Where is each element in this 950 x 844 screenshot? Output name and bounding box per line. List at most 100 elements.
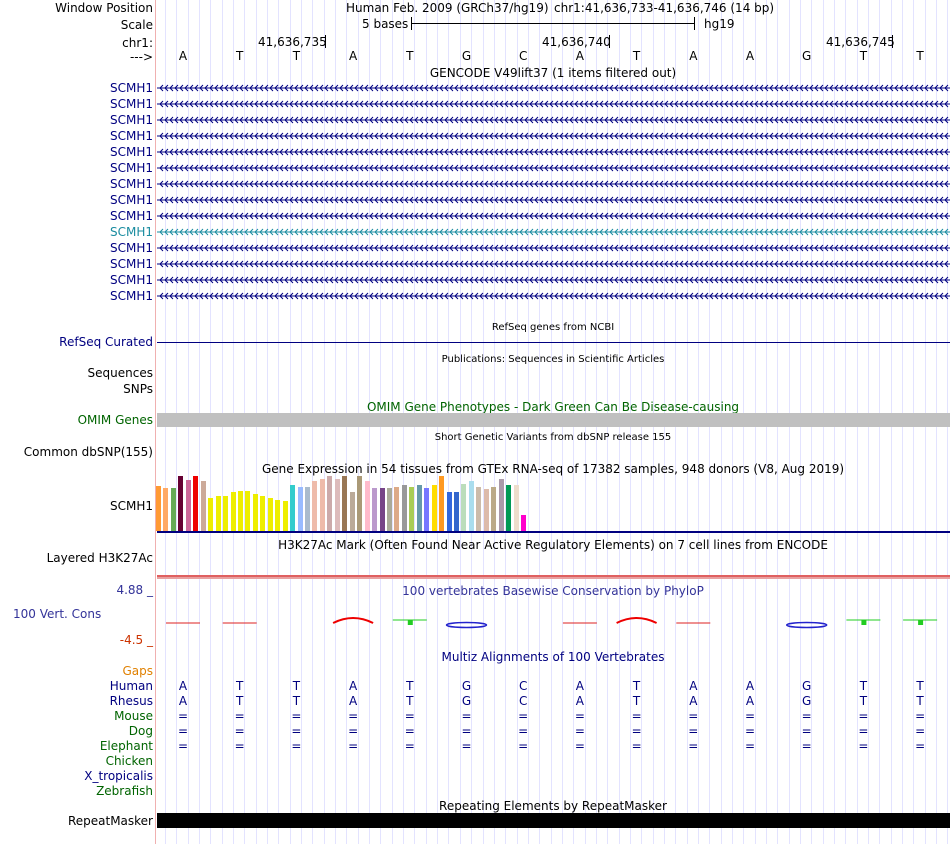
- omim-label[interactable]: OMIM Genes: [77, 413, 153, 427]
- gtex-tissue-bar[interactable]: [267, 498, 273, 531]
- phylop-score-mark[interactable]: [407, 620, 413, 625]
- gencode-transcript-label[interactable]: SCMH1: [109, 193, 153, 207]
- gtex-tissue-bar[interactable]: [439, 476, 445, 531]
- gtex-tissue-bar[interactable]: [349, 492, 355, 531]
- repeatmasker-label[interactable]: RepeatMasker: [67, 814, 153, 828]
- gtex-tissue-bar[interactable]: [245, 491, 251, 531]
- gencode-transcript[interactable]: [157, 162, 950, 174]
- gtex-tissue-bar[interactable]: [290, 485, 296, 531]
- multiz-track-title[interactable]: Multiz Alignments of 100 Vertebrates: [441, 650, 665, 664]
- gtex-tissue-bar[interactable]: [446, 492, 452, 531]
- phylop-negative-score[interactable]: [785, 621, 828, 629]
- gencode-transcript[interactable]: [157, 274, 950, 286]
- gtex-tissue-bar[interactable]: [252, 494, 258, 531]
- gencode-transcript-label[interactable]: SCMH1: [109, 177, 153, 191]
- publications-track-title[interactable]: Publications: Sequences in Scientific Ar…: [441, 354, 665, 365]
- dbsnp-label[interactable]: Common dbSNP(155): [23, 445, 153, 459]
- gencode-transcript-label[interactable]: SCMH1: [109, 225, 153, 239]
- gtex-tissue-bar[interactable]: [237, 491, 243, 531]
- multiz-species-label[interactable]: Elephant: [99, 739, 153, 753]
- gtex-tissue-bar[interactable]: [297, 487, 303, 531]
- gencode-transcript[interactable]: [157, 130, 950, 142]
- gtex-tissue-bar[interactable]: [379, 488, 385, 531]
- gtex-tissue-bar[interactable]: [357, 476, 363, 531]
- gtex-tissue-bar[interactable]: [401, 485, 407, 531]
- multiz-species-label[interactable]: Human: [109, 679, 153, 693]
- repeatmasker-bar[interactable]: [157, 813, 950, 828]
- gtex-tissue-bar[interactable]: [275, 500, 281, 531]
- gencode-transcript[interactable]: [157, 258, 950, 270]
- multiz-species-label[interactable]: Rhesus: [109, 694, 153, 708]
- gencode-transcript-label[interactable]: SCMH1: [109, 145, 153, 159]
- gencode-transcript-label[interactable]: SCMH1: [109, 273, 153, 287]
- gencode-transcript-label[interactable]: SCMH1: [109, 97, 153, 111]
- gtex-tissue-bar[interactable]: [468, 481, 474, 531]
- gtex-tissue-bar[interactable]: [327, 476, 333, 531]
- phylop-score-mark[interactable]: [861, 620, 867, 625]
- gtex-tissue-bar[interactable]: [305, 487, 310, 531]
- phylop-plot[interactable]: [156, 603, 950, 643]
- gtex-tissue-bar[interactable]: [230, 492, 236, 531]
- gtex-tissue-bar[interactable]: [454, 492, 459, 531]
- gencode-transcript-label[interactable]: SCMH1: [109, 81, 153, 95]
- phylop-track-title[interactable]: 100 vertebrates Basewise Conservation by…: [402, 584, 704, 598]
- refseq-label[interactable]: RefSeq Curated: [59, 335, 153, 349]
- gtex-tissue-bar[interactable]: [215, 496, 221, 531]
- dbsnp-track-title[interactable]: Short Genetic Variants from dbSNP releas…: [434, 432, 672, 443]
- gtex-tissue-bar[interactable]: [431, 485, 437, 531]
- gtex-tissue-bar[interactable]: [386, 488, 392, 531]
- phylop-negative-score[interactable]: [445, 621, 488, 629]
- gtex-track-title[interactable]: Gene Expression in 54 tissues from GTEx …: [261, 462, 845, 476]
- gencode-transcript[interactable]: [157, 178, 950, 190]
- phylop-score-mark[interactable]: [918, 620, 924, 625]
- gencode-transcript[interactable]: [157, 226, 950, 238]
- gtex-tissue-bar[interactable]: [260, 496, 266, 531]
- gencode-transcript[interactable]: [157, 82, 950, 94]
- gencode-transcript[interactable]: [157, 290, 950, 302]
- gtex-tissue-bar[interactable]: [506, 485, 512, 531]
- gtex-tissue-bar[interactable]: [193, 476, 199, 531]
- multiz-species-label[interactable]: Mouse: [114, 709, 153, 723]
- phylop-peak[interactable]: [332, 617, 374, 624]
- gencode-transcript[interactable]: [157, 194, 950, 206]
- gtex-tissue-bar[interactable]: [394, 487, 400, 531]
- gtex-tissue-bar[interactable]: [319, 479, 325, 531]
- gtex-tissue-bar[interactable]: [282, 501, 288, 531]
- omim-gene-bar[interactable]: [157, 413, 950, 427]
- gtex-tissue-bar[interactable]: [416, 485, 422, 531]
- gtex-tissue-bar[interactable]: [372, 488, 378, 531]
- gtex-tissue-bar[interactable]: [521, 515, 527, 531]
- gtex-tissue-bar[interactable]: [312, 481, 318, 531]
- phylop-peak[interactable]: [616, 617, 658, 624]
- refseq-gene-line[interactable]: [157, 342, 950, 343]
- gtex-tissue-bar[interactable]: [334, 479, 340, 531]
- multiz-species-label[interactable]: Chicken: [105, 754, 153, 768]
- gencode-transcript-label[interactable]: SCMH1: [109, 289, 153, 303]
- gencode-transcript[interactable]: [157, 210, 950, 222]
- publications-sequences-label[interactable]: Sequences: [87, 366, 153, 380]
- gtex-tissue-bar[interactable]: [163, 488, 169, 531]
- gtex-tissue-bar[interactable]: [342, 476, 348, 531]
- gencode-transcript[interactable]: [157, 98, 950, 110]
- gtex-tissue-bar[interactable]: [424, 488, 430, 531]
- gtex-tissue-bar[interactable]: [178, 476, 184, 531]
- gtex-tissue-bar[interactable]: [461, 484, 467, 531]
- gtex-tissue-bar[interactable]: [364, 481, 370, 531]
- multiz-gaps-label[interactable]: Gaps: [122, 664, 153, 678]
- gencode-transcript[interactable]: [157, 146, 950, 158]
- h3k27ac-label[interactable]: Layered H3K27Ac: [46, 551, 153, 565]
- gtex-tissue-bar[interactable]: [491, 487, 497, 531]
- gtex-tissue-bar[interactable]: [223, 496, 229, 531]
- gencode-transcript-label[interactable]: SCMH1: [109, 161, 153, 175]
- gtex-tissue-bar[interactable]: [156, 486, 161, 531]
- gencode-transcript-label[interactable]: SCMH1: [109, 241, 153, 255]
- gtex-tissue-bar[interactable]: [170, 488, 176, 531]
- gtex-tissue-bar[interactable]: [409, 487, 415, 531]
- gtex-bar-chart[interactable]: [156, 476, 556, 531]
- gtex-tissue-bar[interactable]: [513, 485, 519, 531]
- gencode-transcript[interactable]: [157, 114, 950, 126]
- gencode-track-title[interactable]: GENCODE V49lift37 (1 items filtered out): [429, 66, 677, 80]
- chrom-label[interactable]: chr1:: [122, 36, 153, 50]
- gtex-tissue-bar[interactable]: [208, 498, 214, 531]
- multiz-species-label[interactable]: Dog: [128, 724, 153, 738]
